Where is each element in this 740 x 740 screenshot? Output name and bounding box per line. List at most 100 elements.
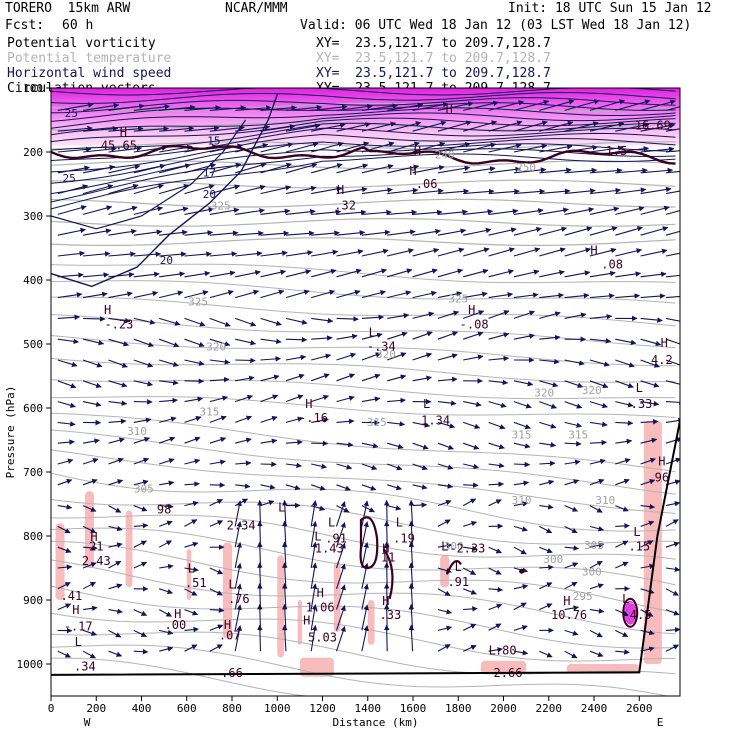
circulation-vector <box>234 500 242 527</box>
circulation-vector <box>82 525 97 534</box>
pv-extremum-label: .76 <box>228 592 250 606</box>
circulation-vector <box>260 317 282 326</box>
circulation-vector <box>133 479 149 486</box>
circulation-vector <box>437 353 458 361</box>
circulation-vector <box>640 419 659 425</box>
wind-speed-label: 25 <box>65 107 78 120</box>
circulation-vector <box>589 542 605 548</box>
circulation-vector <box>589 247 617 257</box>
circulation-vector <box>336 230 366 236</box>
circulation-vector <box>133 436 151 444</box>
circulation-vector <box>234 562 242 589</box>
pv-extremum-label: .07 <box>219 629 241 643</box>
isentrope-line <box>51 102 676 112</box>
circulation-vector <box>159 416 177 423</box>
circulation-vector <box>387 290 412 299</box>
valid-time: Valid: 06 UTC Wed 18 Jan 12 (03 LST Wed … <box>300 18 692 33</box>
circulation-vector <box>640 248 668 257</box>
circulation-vector <box>615 248 643 257</box>
circulation-vector <box>488 546 502 554</box>
pv-contour-loop <box>519 568 525 574</box>
pv-extremum-label: -.17 <box>64 620 93 634</box>
circulation-vector <box>311 484 326 491</box>
circulation-vector <box>235 415 253 423</box>
pv-extremum-label: H <box>305 397 312 411</box>
circulation-vector <box>463 142 497 153</box>
circulation-vector <box>209 105 247 111</box>
circulation-vector <box>209 624 224 631</box>
circulation-vector <box>108 164 141 174</box>
circulation-vector <box>615 359 635 368</box>
circulation-vector <box>640 293 666 299</box>
circulation-vector <box>488 481 504 487</box>
isentrope-line <box>51 585 676 649</box>
circulation-vector <box>437 310 460 319</box>
circulation-vector <box>665 644 679 652</box>
pv-extremum-label: .32 <box>334 199 356 213</box>
circulation-vector <box>57 359 78 367</box>
circulation-vector <box>311 186 343 195</box>
pv-shade-patch <box>333 561 341 632</box>
x-tick-label: 800 <box>222 702 242 715</box>
circulation-vector <box>412 375 432 382</box>
circulation-vector <box>463 545 478 552</box>
circulation-vector <box>361 103 399 111</box>
circulation-vector <box>159 163 191 174</box>
circulation-vector <box>235 208 265 215</box>
circulation-vector <box>539 479 555 486</box>
pv-extremum-label: L <box>328 515 335 529</box>
circulation-vector <box>437 421 456 429</box>
circulation-vector <box>615 167 648 174</box>
circulation-vector <box>260 438 278 444</box>
circulation-vector <box>463 100 499 111</box>
y-tick-label: 900 <box>23 594 43 607</box>
circulation-vector <box>285 373 305 382</box>
isentrope-label: 315 <box>568 429 588 442</box>
circulation-vector <box>361 625 369 652</box>
isentrope-line <box>51 218 676 227</box>
circulation-vector <box>361 396 381 403</box>
circulation-vector <box>235 394 254 403</box>
circulation-vector <box>513 247 541 257</box>
circulation-vector <box>488 567 502 575</box>
circulation-vector <box>615 338 637 346</box>
circulation-vector <box>57 165 90 174</box>
circulation-vector <box>589 650 604 658</box>
circulation-vector <box>437 120 472 132</box>
circulation-vector <box>513 99 550 111</box>
legend-theta-xy: XY= 23.5,121.7 to 209.7,128.7 <box>316 51 551 66</box>
isentrope-label: 250 <box>516 161 536 174</box>
circulation-vector <box>159 563 174 570</box>
pv-extremum-label: L <box>75 635 82 649</box>
circulation-vector <box>513 143 548 153</box>
circulation-vector <box>513 333 535 340</box>
circulation-vector <box>209 207 240 215</box>
y-tick-label: 700 <box>23 466 43 479</box>
circulation-vector <box>209 338 231 347</box>
circulation-vector <box>640 146 675 153</box>
circulation-vector <box>285 142 319 153</box>
circulation-vector <box>437 268 464 278</box>
circulation-vector <box>133 540 147 548</box>
circulation-vector <box>285 317 308 325</box>
circulation-vector <box>83 146 117 153</box>
circulation-vector <box>488 499 502 507</box>
circulation-vector <box>361 442 379 449</box>
circulation-vector <box>539 504 554 510</box>
circulation-vector <box>108 418 127 425</box>
circulation-vector <box>513 208 544 215</box>
circulation-vector <box>361 484 377 491</box>
circulation-vector <box>260 250 288 257</box>
circulation-vector <box>133 359 154 368</box>
circulation-vector <box>361 463 378 471</box>
isentrope-label: 320 <box>534 387 554 400</box>
circulation-vector <box>260 105 297 111</box>
circulation-vector <box>665 417 680 424</box>
circulation-vector <box>640 588 655 595</box>
legend-wind-speed: Horizontal wind speed <box>7 66 172 81</box>
circulation-vector <box>336 418 355 425</box>
circulation-vector <box>336 122 371 132</box>
circulation-vector <box>209 230 239 236</box>
pv-extremum-label: H <box>303 613 310 627</box>
wind-speed-contour <box>51 88 676 96</box>
